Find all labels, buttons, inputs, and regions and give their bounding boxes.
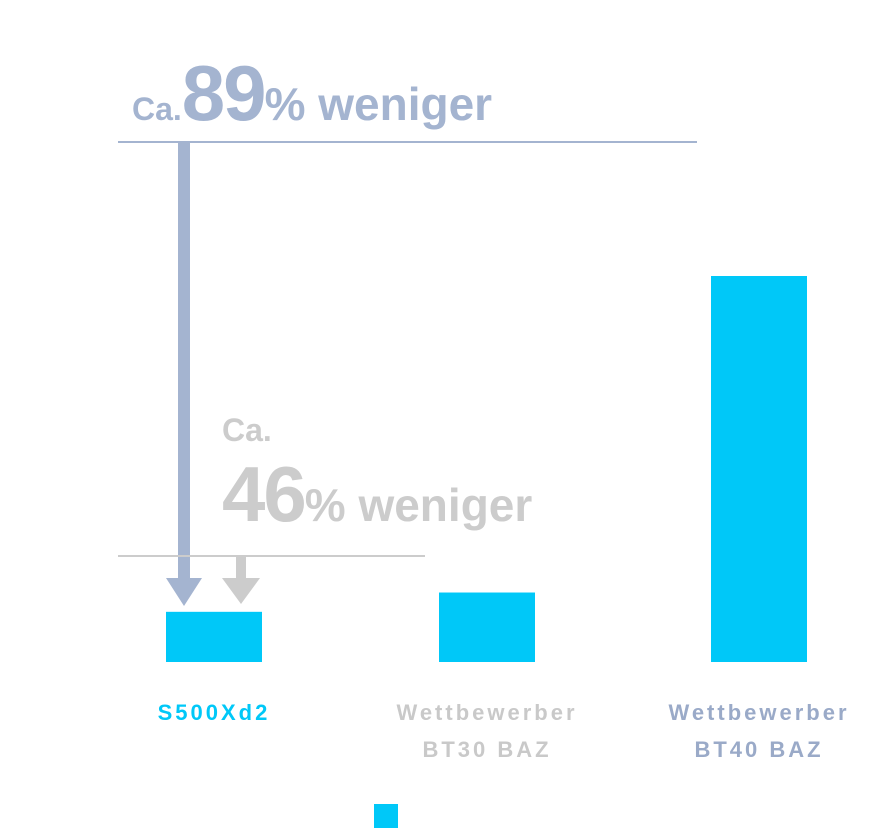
annotation: Ca.89% weniger xyxy=(132,48,492,139)
arrow-shaft xyxy=(236,556,246,580)
bar xyxy=(439,592,535,662)
annotation: Ca. 46% weniger xyxy=(222,412,532,540)
annotation-prefix: Ca. xyxy=(132,91,182,127)
annotation-prefix: Ca. xyxy=(222,412,272,448)
annotation-number: 46 xyxy=(222,450,307,538)
x-tick-label: S500Xd2 xyxy=(157,700,271,725)
x-tick-label: Wettbewerber BT40 BAZ xyxy=(668,700,850,762)
annotation-suffix: % weniger xyxy=(304,479,533,531)
annotation-suffix: % weniger xyxy=(264,78,493,130)
arrow-head xyxy=(222,578,260,604)
legend-swatch xyxy=(374,804,398,828)
arrow-head xyxy=(166,578,202,606)
x-tick-label: Wettbewerber BT30 BAZ xyxy=(396,700,578,762)
bar xyxy=(711,276,807,662)
annotation-number: 89 xyxy=(181,49,267,137)
bar xyxy=(166,611,262,662)
arrow-shaft xyxy=(178,142,190,580)
